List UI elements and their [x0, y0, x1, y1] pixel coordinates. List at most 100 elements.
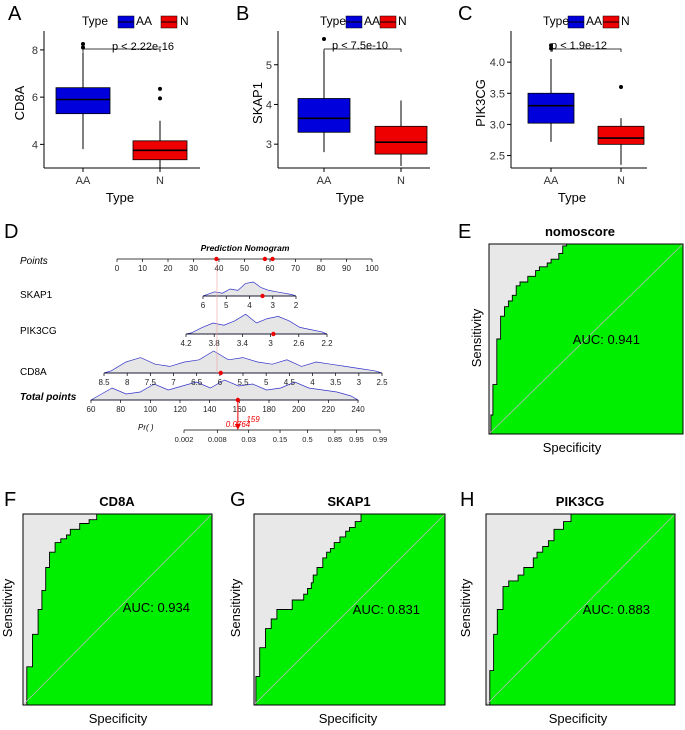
roc-diagonal: [485, 513, 676, 706]
nomogram-tick-label: 0.85: [328, 435, 343, 444]
pvalue-label: p < 2.22e-16: [112, 41, 174, 53]
row-label-total-points: Total points: [20, 392, 77, 403]
outlier-point: [81, 45, 85, 50]
roc-plot-area: [488, 243, 684, 435]
outlier-point: [549, 43, 553, 48]
y-tick-label: 3: [266, 139, 272, 151]
significance-bracket: [323, 48, 402, 52]
probability-arrowhead: [234, 424, 241, 430]
legend-label-n: N: [398, 14, 407, 28]
nomogram-tick-label: 8: [125, 378, 130, 387]
y-tick-label: 3.0: [490, 119, 505, 131]
y-axis-label: Sensitivity: [469, 308, 484, 367]
nomogram-tick-label: 4: [310, 378, 315, 387]
roc-curve: [489, 243, 683, 435]
panel-b-boxplot: B Type AA N 3 4 5 AA N p < 7.5e-10 Type SKAP…: [236, 3, 430, 205]
roc-title: nomoscore: [545, 224, 615, 239]
panel-b-plot-area: 3 4 5 AA N: [266, 31, 430, 187]
nomogram-tick-label: 60: [266, 264, 275, 273]
panel-d-nomogram: D Prediction Nomogram Points SKAP1 PIK3C…: [4, 221, 388, 444]
nomogram-tick-label: 10: [138, 264, 147, 273]
nomogram-tick-label: 0.99: [373, 435, 388, 444]
legend-label-n: N: [621, 14, 630, 28]
y-tick-label: 4: [266, 99, 272, 111]
panel-e-roc: E nomoscore AUC: 0.941 Specificity Sensi…: [458, 221, 684, 455]
row-label-skap1: SKAP1: [20, 290, 53, 301]
box-n: [597, 125, 645, 145]
nomogram-tick-label: 6: [201, 301, 206, 310]
box-aa: [55, 87, 111, 115]
selected-point-marker: [214, 256, 219, 262]
panel-d-letter: D: [4, 221, 18, 243]
roc-title: CD8A: [99, 494, 135, 509]
box-aa: [297, 98, 351, 133]
nomogram-tick-label: 2.6: [293, 339, 305, 348]
y-tick-label: 6: [32, 92, 38, 104]
x-tick-label: AA: [544, 175, 559, 187]
y-tick-label: 2.5: [490, 151, 505, 163]
nomogram-tick-label: 160: [233, 405, 247, 414]
significance-bracket: [550, 48, 622, 52]
nomogram-tick-label: 50: [240, 264, 249, 273]
nomogram-title: Prediction Nomogram: [201, 243, 290, 253]
nomogram-tick-label: 0: [115, 264, 120, 273]
nomogram-tick-label: 80: [317, 264, 326, 273]
panel-h-letter: H: [460, 489, 474, 511]
outlier-point: [158, 96, 162, 101]
nomogram-tick-label: 5: [264, 378, 269, 387]
roc-diagonal: [488, 243, 684, 435]
panel-g-roc: G SKAP1 AUC: 0.831 Specificity Sensitivi…: [228, 489, 446, 726]
nomogram-tick-label: 0.008: [208, 435, 227, 444]
nomogram-tick-label: 140: [203, 405, 217, 414]
variable-value-marker: [271, 331, 276, 337]
roc-plot-area: [485, 513, 676, 706]
auc-label: AUC: 0.941: [573, 332, 640, 347]
nomogram-tick-label: 5: [224, 301, 229, 310]
nomogram-tick-label: 0.15: [273, 435, 288, 444]
nomogram-tick-label: 2: [294, 301, 299, 310]
box-n: [374, 125, 428, 155]
nomogram-tick-label: 6.5: [191, 378, 203, 387]
nomogram-tick-label: 220: [322, 405, 336, 414]
nomogram-tick-label: 0.002: [175, 435, 194, 444]
panel-c-boxplot: C Type AA N 2.53.03.54.0AA N p < 1.9e-12 …: [458, 3, 647, 205]
x-tick-label: AA: [317, 175, 332, 187]
nomogram-scales: 0 10 20 30 40 50 60 70 80 90 100 6 5 4 3 2 4.2 3.8 3.4 3 2.6…: [87, 256, 388, 444]
nomogram-tick-label: 2.2: [321, 339, 333, 348]
y-axis-label: Sensitivity: [228, 578, 243, 637]
nomogram-tick-label: 4.5: [284, 378, 296, 387]
nomogram-tick-label: 3: [357, 378, 362, 387]
nomogram-tick-label: 3.8: [209, 339, 221, 348]
panel-h-roc: H PIK3CG AUC: 0.883 Specificity Sensitiv…: [458, 489, 676, 726]
auc-label: AUC: 0.883: [583, 602, 650, 617]
y-tick-label: 4: [32, 139, 38, 151]
nomogram-tick-label: 0.5: [302, 435, 312, 444]
panel-e-letter: E: [458, 221, 471, 243]
panel-b-letter: B: [236, 3, 249, 25]
x-axis-label: Specificity: [319, 711, 378, 726]
panel-g-letter: G: [230, 489, 246, 511]
x-axis-label: Specificity: [549, 711, 608, 726]
y-tick-label: 8: [32, 45, 38, 57]
nomogram-tick-label: 2.5: [376, 378, 388, 387]
roc-plot-area: [22, 513, 213, 706]
roc-frame: [253, 513, 446, 706]
panel-a-boxplot: A Type AA N 4 6 8 AA N p < 2.22e-16 Type CD8…: [8, 3, 200, 205]
roc-curve: [254, 513, 445, 706]
density-curve: [103, 350, 383, 374]
legend-title: Type: [82, 14, 108, 28]
nomogram-tick-label: 100: [144, 405, 158, 414]
legend-label-aa: AA: [364, 14, 380, 28]
roc-frame: [488, 243, 684, 435]
variable-value-marker: [260, 293, 265, 299]
x-axis-label: Specificity: [543, 440, 602, 455]
roc-diagonal: [22, 513, 213, 706]
nomogram-tick-label: 30: [189, 264, 198, 273]
density-curve: [89, 379, 360, 401]
outlier-point: [549, 46, 553, 51]
nomogram-tick-label: 0.95: [349, 435, 364, 444]
outlier-point: [158, 86, 162, 91]
roc-title: SKAP1: [327, 494, 370, 509]
nomogram-tick-label: 6: [218, 378, 223, 387]
